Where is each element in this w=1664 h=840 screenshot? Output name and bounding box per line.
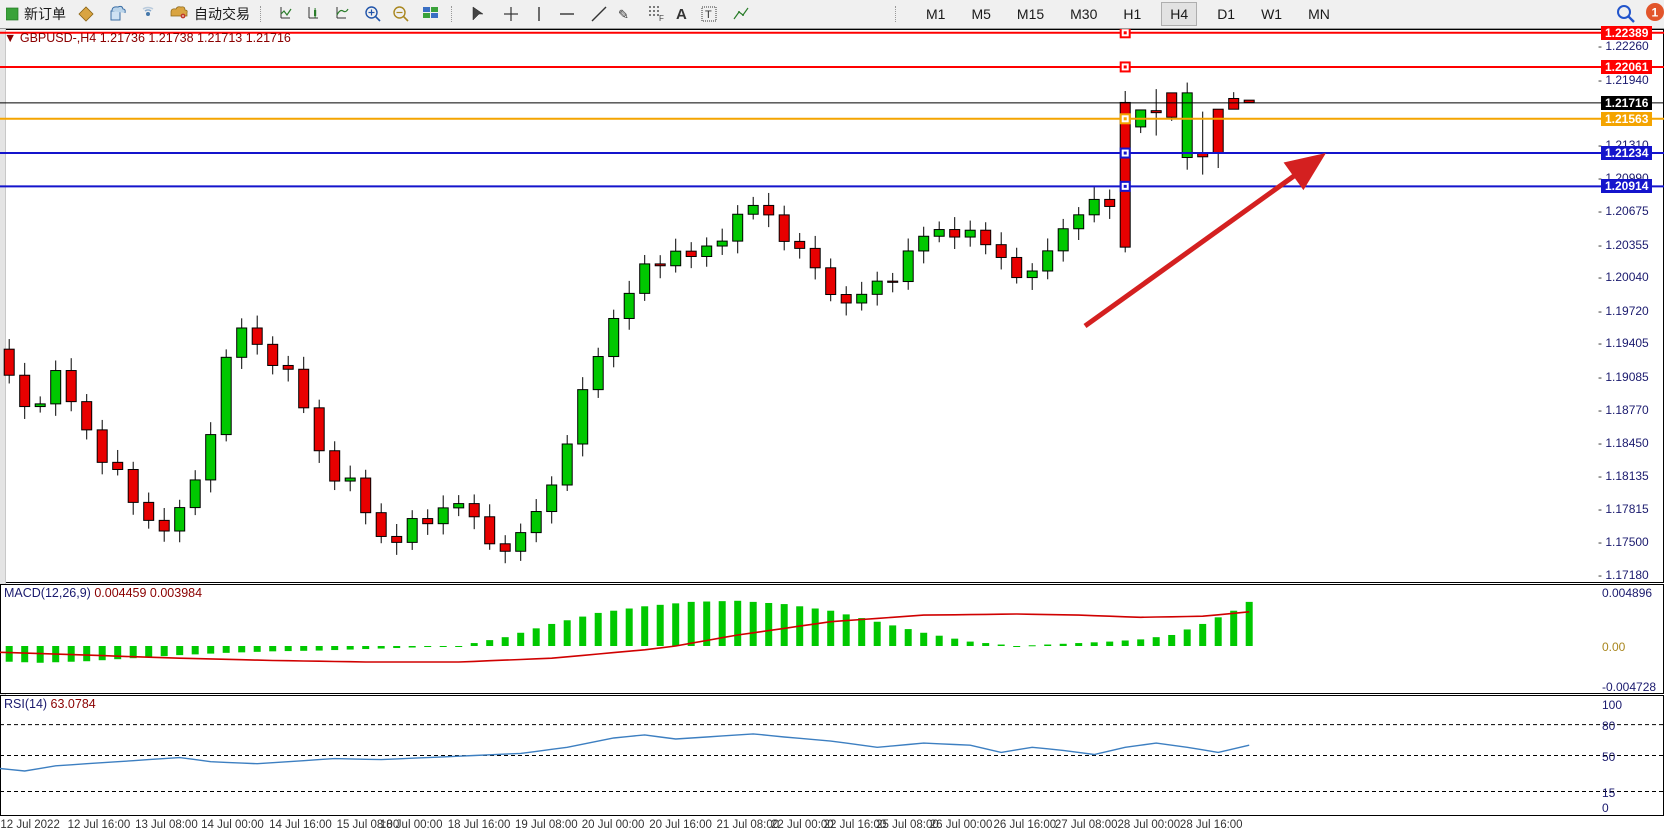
svg-text:✎: ✎	[618, 7, 629, 22]
svg-text:F: F	[659, 14, 664, 23]
svg-text:1: 1	[1652, 6, 1659, 20]
svg-text:T: T	[705, 9, 712, 21]
